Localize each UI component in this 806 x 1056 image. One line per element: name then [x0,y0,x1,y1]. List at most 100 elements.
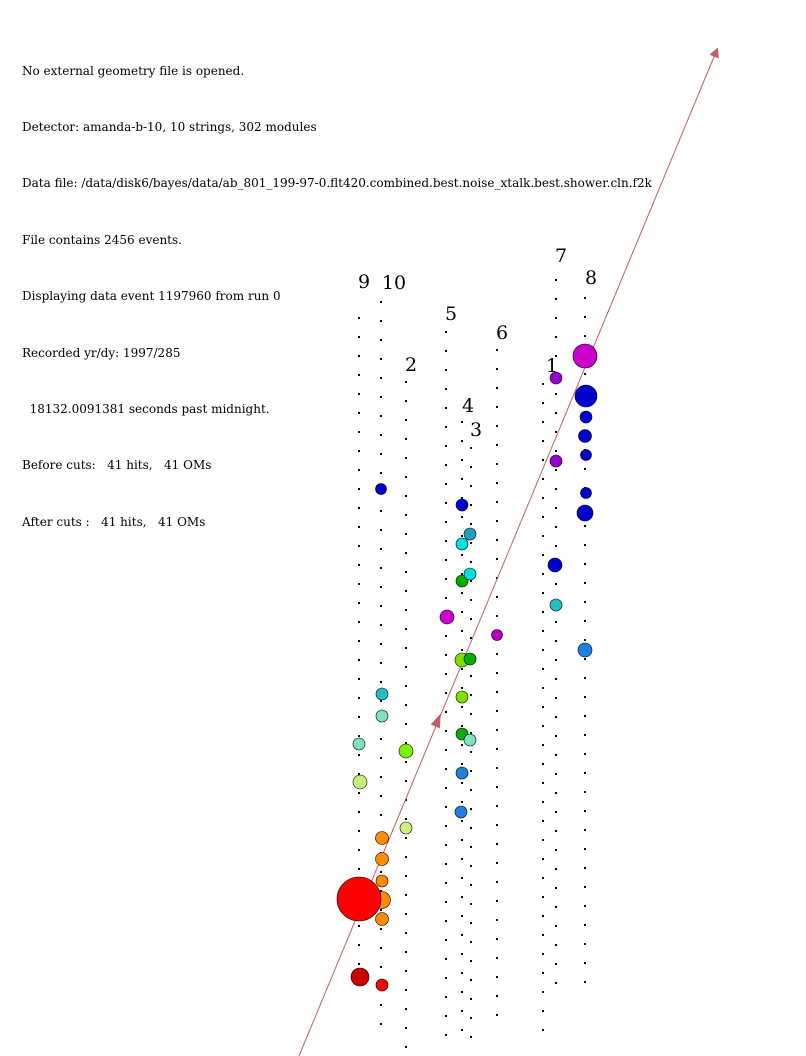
om-dot [584,582,586,584]
om-dot [584,867,586,869]
om-dot [496,615,498,617]
om-dot [496,900,498,902]
om-dot [405,970,407,972]
om-hit-string-4 [455,766,469,780]
om-dot [584,924,586,926]
om-dot [380,776,382,778]
om-dot [461,896,463,898]
om-dot [358,678,360,680]
om-dot [555,621,557,623]
om-dot [461,554,463,556]
om-dot [496,995,498,997]
om-dot [358,583,360,585]
om-dot [380,377,382,379]
om-hit-string-1 [549,371,563,385]
om-dot [584,468,586,470]
om-dot [470,789,472,791]
om-dot [445,806,447,808]
info-line-geometry: No external geometry file is opened. [22,63,245,78]
om-dot [542,934,544,936]
om-dot [542,649,544,651]
om-dot [445,730,447,732]
om-dot [461,573,463,575]
om-dot [496,520,498,522]
om-dot [358,355,360,357]
om-dot [461,763,463,765]
om-dot [405,723,407,725]
om-dot [445,863,447,865]
om-dot [584,943,586,945]
om-hit-string-4 [455,574,469,588]
om-dot [358,963,360,965]
om-hit-string-3 [463,733,477,747]
om-dot [445,882,447,884]
om-dot [470,485,472,487]
om-dot [445,426,447,428]
om-dot [461,858,463,860]
om-dot [405,780,407,782]
om-dot [470,808,472,810]
om-dot [380,1023,382,1025]
om-dot [470,1036,472,1038]
om-dot [405,457,407,459]
om-dot [496,444,498,446]
om-dot [470,713,472,715]
om-dot [470,941,472,943]
om-dot [496,596,498,598]
om-dot [555,716,557,718]
om-hit-string-10 [375,687,389,701]
om-dot [555,469,557,471]
om-hit-string-10 [375,912,389,926]
om-dot [555,507,557,509]
om-dot [584,791,586,793]
om-dot [555,640,557,642]
om-dot [542,592,544,594]
om-dot [542,630,544,632]
om-dot [496,919,498,921]
om-hit-string-6 [491,629,503,641]
string-label-1: 1 [546,355,558,377]
om-dot [542,516,544,518]
om-dot [461,459,463,461]
om-dot [555,811,557,813]
info-line-displaying: Displaying data event 1197960 from run 0 [22,289,281,304]
string-labels: 9 10 2 5 43 6 1 78 [358,245,597,441]
om-dot [496,748,498,750]
om-dot [542,972,544,974]
om-dot [445,502,447,504]
om-dot [358,792,360,794]
om-dot [542,421,544,423]
om-dot [405,742,407,744]
om-dot [542,668,544,670]
om-dot [555,355,557,357]
om-dot [555,925,557,927]
om-dot [555,298,557,300]
om-dot [542,782,544,784]
om-hit-string-8 [579,410,593,424]
om-dot [470,884,472,886]
om-dot [584,715,586,717]
om-dot [542,440,544,442]
string-label-2: 2 [405,354,417,376]
om-dot [496,767,498,769]
om-dot [405,761,407,763]
om-dot [496,539,498,541]
om-dot [461,687,463,689]
om-dot [496,482,498,484]
om-dot [405,476,407,478]
om-dot [461,801,463,803]
om-dot [542,706,544,708]
om-dot [380,947,382,949]
om-dot [405,552,407,554]
om-dot [496,786,498,788]
om-dot [445,673,447,675]
om-dot [555,336,557,338]
om-dot [470,542,472,544]
om-dot [555,317,557,319]
om-dot [445,711,447,713]
om-dot [584,658,586,660]
om-dot [555,583,557,585]
om-dot [380,738,382,740]
om-dot [380,586,382,588]
om-string-7 [555,279,557,984]
